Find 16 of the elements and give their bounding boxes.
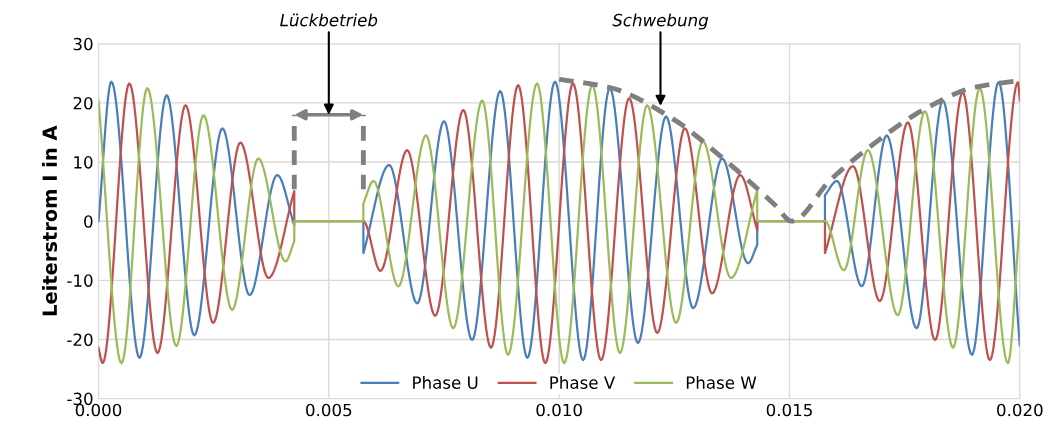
y-tick-label: -10 <box>67 274 93 287</box>
y-tick-label: 10 <box>74 156 93 169</box>
x-tick-label: 0.020 <box>997 403 1043 417</box>
x-tick-label: 0.005 <box>306 403 352 417</box>
text: Lückbetrieb <box>280 13 378 27</box>
legend-label: Phase V <box>550 376 616 389</box>
legend-label: Phase W <box>686 376 757 389</box>
y-tick-label: 30 <box>73 37 93 51</box>
x-tick-label: 0.010 <box>536 403 582 417</box>
y-tick-label: -20 <box>67 333 93 347</box>
legend-label: Phase U <box>413 376 478 389</box>
y-tick-label: 0 <box>84 215 93 228</box>
annotation: Schwebung <box>612 13 709 30</box>
y-axis-title: Leiterstrom I in A <box>42 125 58 316</box>
y-tick-label: 20 <box>73 96 93 110</box>
x-tick-label: 0.015 <box>766 403 812 417</box>
